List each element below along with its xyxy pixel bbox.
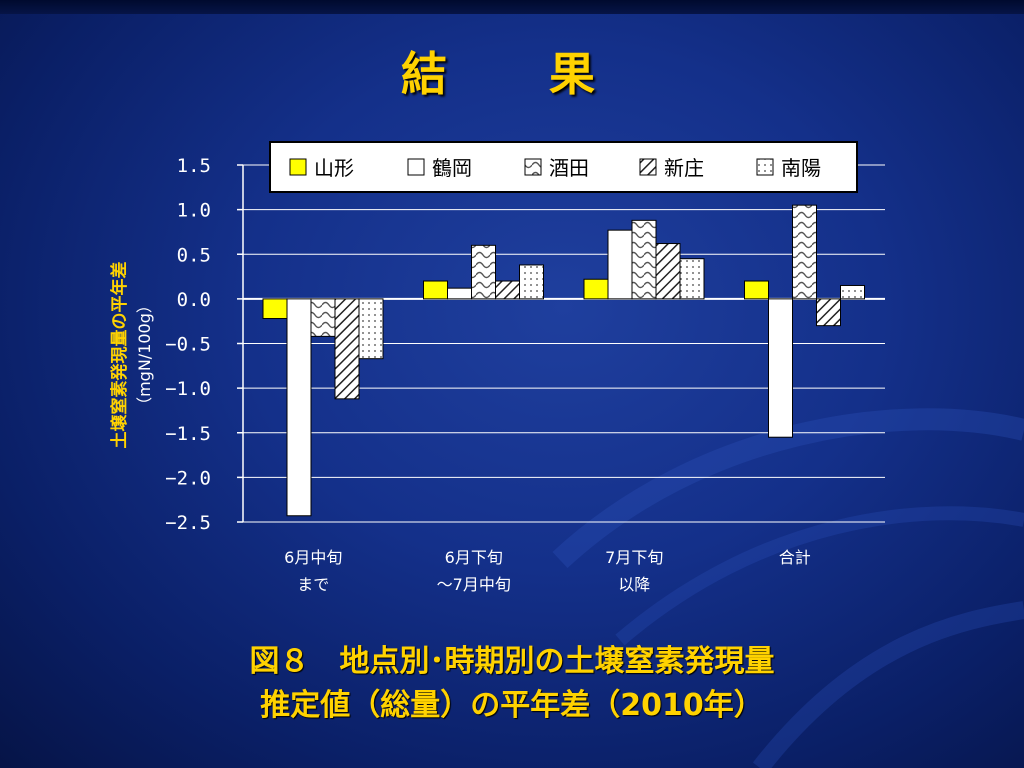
bar-鶴岡-0 (286, 298, 312, 517)
y-axis-title: 土壌窒素発現量の平年差 （mgN/100g） (109, 262, 154, 449)
bar-南陽-1 (519, 264, 544, 300)
bar-新庄-1 (495, 280, 520, 300)
legend-label: 酒田 (549, 156, 589, 180)
legend-swatch-酒田 (524, 158, 542, 176)
y-tick-label: 1.5 (177, 155, 211, 177)
bar-南陽-2 (679, 258, 705, 300)
figure-caption-line1: 図８ 地点別･時期別の土壌窒素発現量 (249, 644, 775, 679)
bar-酒田-0 (310, 298, 336, 337)
y-tick-label: −1.5 (165, 423, 211, 445)
legend-swatch-南陽 (756, 158, 774, 176)
y-tick-labels: 1.5 1.0 0.5 0.0 −0.5 −1.0 −1.5 −2.0 −2.5 (165, 155, 211, 534)
bar-南陽-0 (358, 298, 384, 360)
bar-新庄-2 (655, 243, 681, 300)
category-label-line2: 以降 (618, 575, 650, 594)
y-axis-unit: （mgN/100g） (135, 297, 154, 413)
legend: 山形 鶴岡 酒田 新庄 南陽 (269, 141, 858, 193)
legend-swatch-新庄 (639, 158, 657, 176)
bar-酒田-3 (792, 204, 817, 300)
category-label: 6月下旬 (445, 548, 503, 567)
bar-新庄-0 (334, 298, 360, 400)
bar-酒田-2 (631, 219, 657, 300)
bar-山形-1 (423, 280, 448, 300)
bar-鶴岡-1 (447, 287, 472, 300)
category-label: 合計 (779, 548, 811, 567)
y-tick-label: 0.0 (177, 289, 211, 311)
y-tick-label: −0.5 (165, 334, 211, 356)
legend-swatch-鶴岡 (407, 158, 425, 176)
legend-label: 新庄 (664, 156, 704, 180)
y-tick-label: −2.5 (165, 512, 211, 534)
bar-山形-0 (262, 298, 288, 320)
slide-title: 結 果 (401, 47, 623, 101)
bars (262, 204, 865, 517)
bar-南陽-3 (840, 284, 865, 300)
figure-caption-line2: 推定値（総量）の平年差（2010年） (260, 688, 764, 723)
y-tick-label: 1.0 (177, 200, 211, 222)
bar-鶴岡-2 (607, 229, 633, 300)
legend-label: 鶴岡 (432, 156, 472, 180)
bar-新庄-3 (816, 298, 841, 327)
bar-山形-3 (744, 280, 769, 300)
legend-swatch-山形 (289, 158, 307, 176)
y-axis-label: 土壌窒素発現量の平年差 (109, 262, 130, 449)
top-bar (0, 0, 1024, 14)
category-label-line2: まで (297, 575, 329, 594)
category-label: 6月中旬 (284, 548, 342, 567)
y-tick-label: 0.5 (177, 244, 211, 266)
category-label-line2: ～7月中旬 (437, 575, 511, 594)
bar-鶴岡-3 (768, 298, 793, 438)
axes (237, 164, 244, 523)
y-tick-label: −1.0 (165, 378, 211, 400)
bar-山形-2 (583, 278, 609, 300)
category-label: 7月下旬 (605, 548, 663, 567)
y-tick-label: −2.0 (165, 467, 211, 489)
legend-label: 南陽 (781, 156, 821, 180)
bar-酒田-1 (471, 244, 496, 300)
legend-label: 山形 (314, 156, 354, 180)
